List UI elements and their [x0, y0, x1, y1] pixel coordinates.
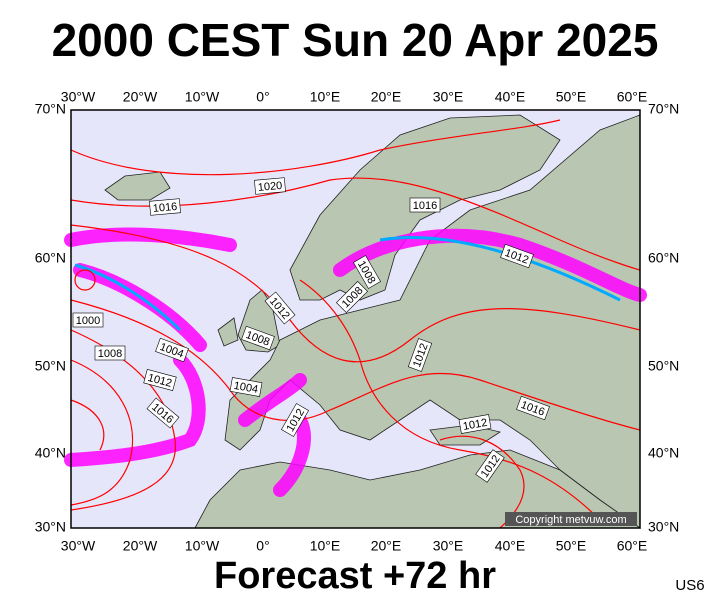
latitude-label-left: 30°N	[35, 519, 66, 535]
isobars	[70, 119, 641, 529]
isobar-label-box	[264, 291, 296, 325]
latitude-label-right: 60°N	[648, 250, 679, 266]
longitude-label-top: 30°E	[433, 89, 464, 105]
isobar	[70, 177, 641, 271]
isobar-label-box	[143, 368, 177, 392]
isobar	[70, 224, 641, 363]
latitude-label-right: 50°N	[648, 358, 679, 374]
isobar-label-box	[353, 255, 381, 289]
precip-band	[64, 227, 237, 252]
longitude-label-bottom: 20°E	[371, 538, 402, 554]
copyright-box	[505, 512, 637, 526]
isobar-label-box	[475, 449, 505, 483]
isobar-label: 1012	[458, 414, 492, 434]
isobar-label-box	[336, 281, 368, 313]
forecast-label: Forecast +72 hr	[214, 555, 496, 597]
latitude-label-left: 70°N	[35, 101, 66, 117]
copyright: Copyright metvuw.com	[515, 514, 626, 526]
isobar	[70, 399, 105, 451]
isobar-label-box	[281, 403, 309, 437]
precip-band	[273, 413, 311, 497]
map-frame	[70, 109, 641, 529]
longitude-label-bottom: 10°E	[310, 538, 341, 554]
longitude-label-top: 20°E	[371, 89, 402, 105]
precip-core	[74, 263, 182, 332]
longitude-label-top: 20°W	[123, 89, 158, 105]
isobar	[299, 279, 601, 521]
isobar-label-text: 1016	[413, 200, 437, 212]
latitude-label-right: 40°N	[648, 445, 679, 461]
isobar-label-box	[407, 338, 433, 372]
isobar-label-text: 1020	[257, 180, 282, 194]
longitude-label-bottom: 20°W	[123, 538, 158, 554]
isobar-label-text: 1000	[76, 315, 100, 327]
isobar-label: 1016	[149, 198, 181, 216]
longitude-label-bottom: 60°E	[617, 538, 648, 554]
longitude-label-bottom: 30°W	[61, 538, 96, 554]
isobar-label: 1012	[143, 368, 177, 392]
isobar-label-box	[146, 397, 180, 429]
isobar-label: 1020	[254, 177, 286, 195]
isobar-label-text: 1016	[152, 201, 177, 215]
isobar-label-text: 1004	[233, 380, 259, 396]
longitude-label-top: 50°E	[556, 89, 587, 105]
longitude-label-top: 30°W	[61, 89, 96, 105]
product-code: US6	[675, 577, 704, 594]
longitude-label-top: 10°W	[185, 89, 220, 105]
isobar-label-text: 1012	[462, 417, 488, 433]
longitude-label-top: 0°	[256, 89, 269, 105]
heavy-precipitation	[74, 236, 621, 332]
latitude-label-left: 50°N	[35, 358, 66, 374]
precip-band	[64, 353, 206, 467]
longitude-label-bottom: 0°	[256, 538, 269, 554]
isobar-label-box	[458, 414, 492, 434]
longitude-label-top: 10°E	[310, 89, 341, 105]
isobar-label: 1016	[409, 197, 441, 213]
precip-band	[238, 373, 307, 427]
precip-band	[333, 228, 647, 302]
isobar-label-box	[516, 395, 550, 421]
isobar	[439, 435, 525, 529]
isobar	[70, 299, 641, 431]
isobar	[74, 269, 96, 291]
iceland	[104, 171, 171, 201]
isobar-label-box	[229, 377, 263, 397]
longitude-label-bottom: 30°E	[433, 538, 464, 554]
longitude-label-top: 60°E	[617, 89, 648, 105]
longitude-label-bottom: 50°E	[556, 538, 587, 554]
isobar-label-box	[149, 198, 181, 216]
latitude-label-right: 30°N	[648, 519, 679, 535]
precip-core	[379, 236, 621, 302]
isobar	[70, 359, 134, 506]
isobar	[70, 119, 561, 176]
latitude-label-left: 40°N	[35, 445, 66, 461]
isobar-label-box	[155, 337, 189, 363]
latitude-label-left: 60°N	[35, 250, 66, 266]
longitude-label-bottom: 40°E	[495, 538, 526, 554]
title: 2000 CEST Sun 20 Apr 2025	[52, 14, 659, 66]
isobar-label-box	[72, 312, 104, 328]
isobar-label: 1004	[229, 377, 263, 397]
isobar-label: 1000	[72, 312, 104, 328]
isobar-label-box	[254, 177, 286, 195]
ireland	[217, 317, 239, 347]
isobar-label-box	[94, 345, 126, 361]
longitude-label-bottom: 10°W	[185, 538, 220, 554]
isobar-label: 1008	[94, 345, 126, 361]
isobar-label-box	[241, 325, 275, 351]
isobar-label-text: 1008	[98, 348, 122, 360]
latitude-label-right: 70°N	[648, 101, 679, 117]
isobar-label-box	[409, 197, 441, 213]
longitude-label-top: 40°E	[495, 89, 526, 105]
isobar-label-box	[500, 243, 534, 269]
